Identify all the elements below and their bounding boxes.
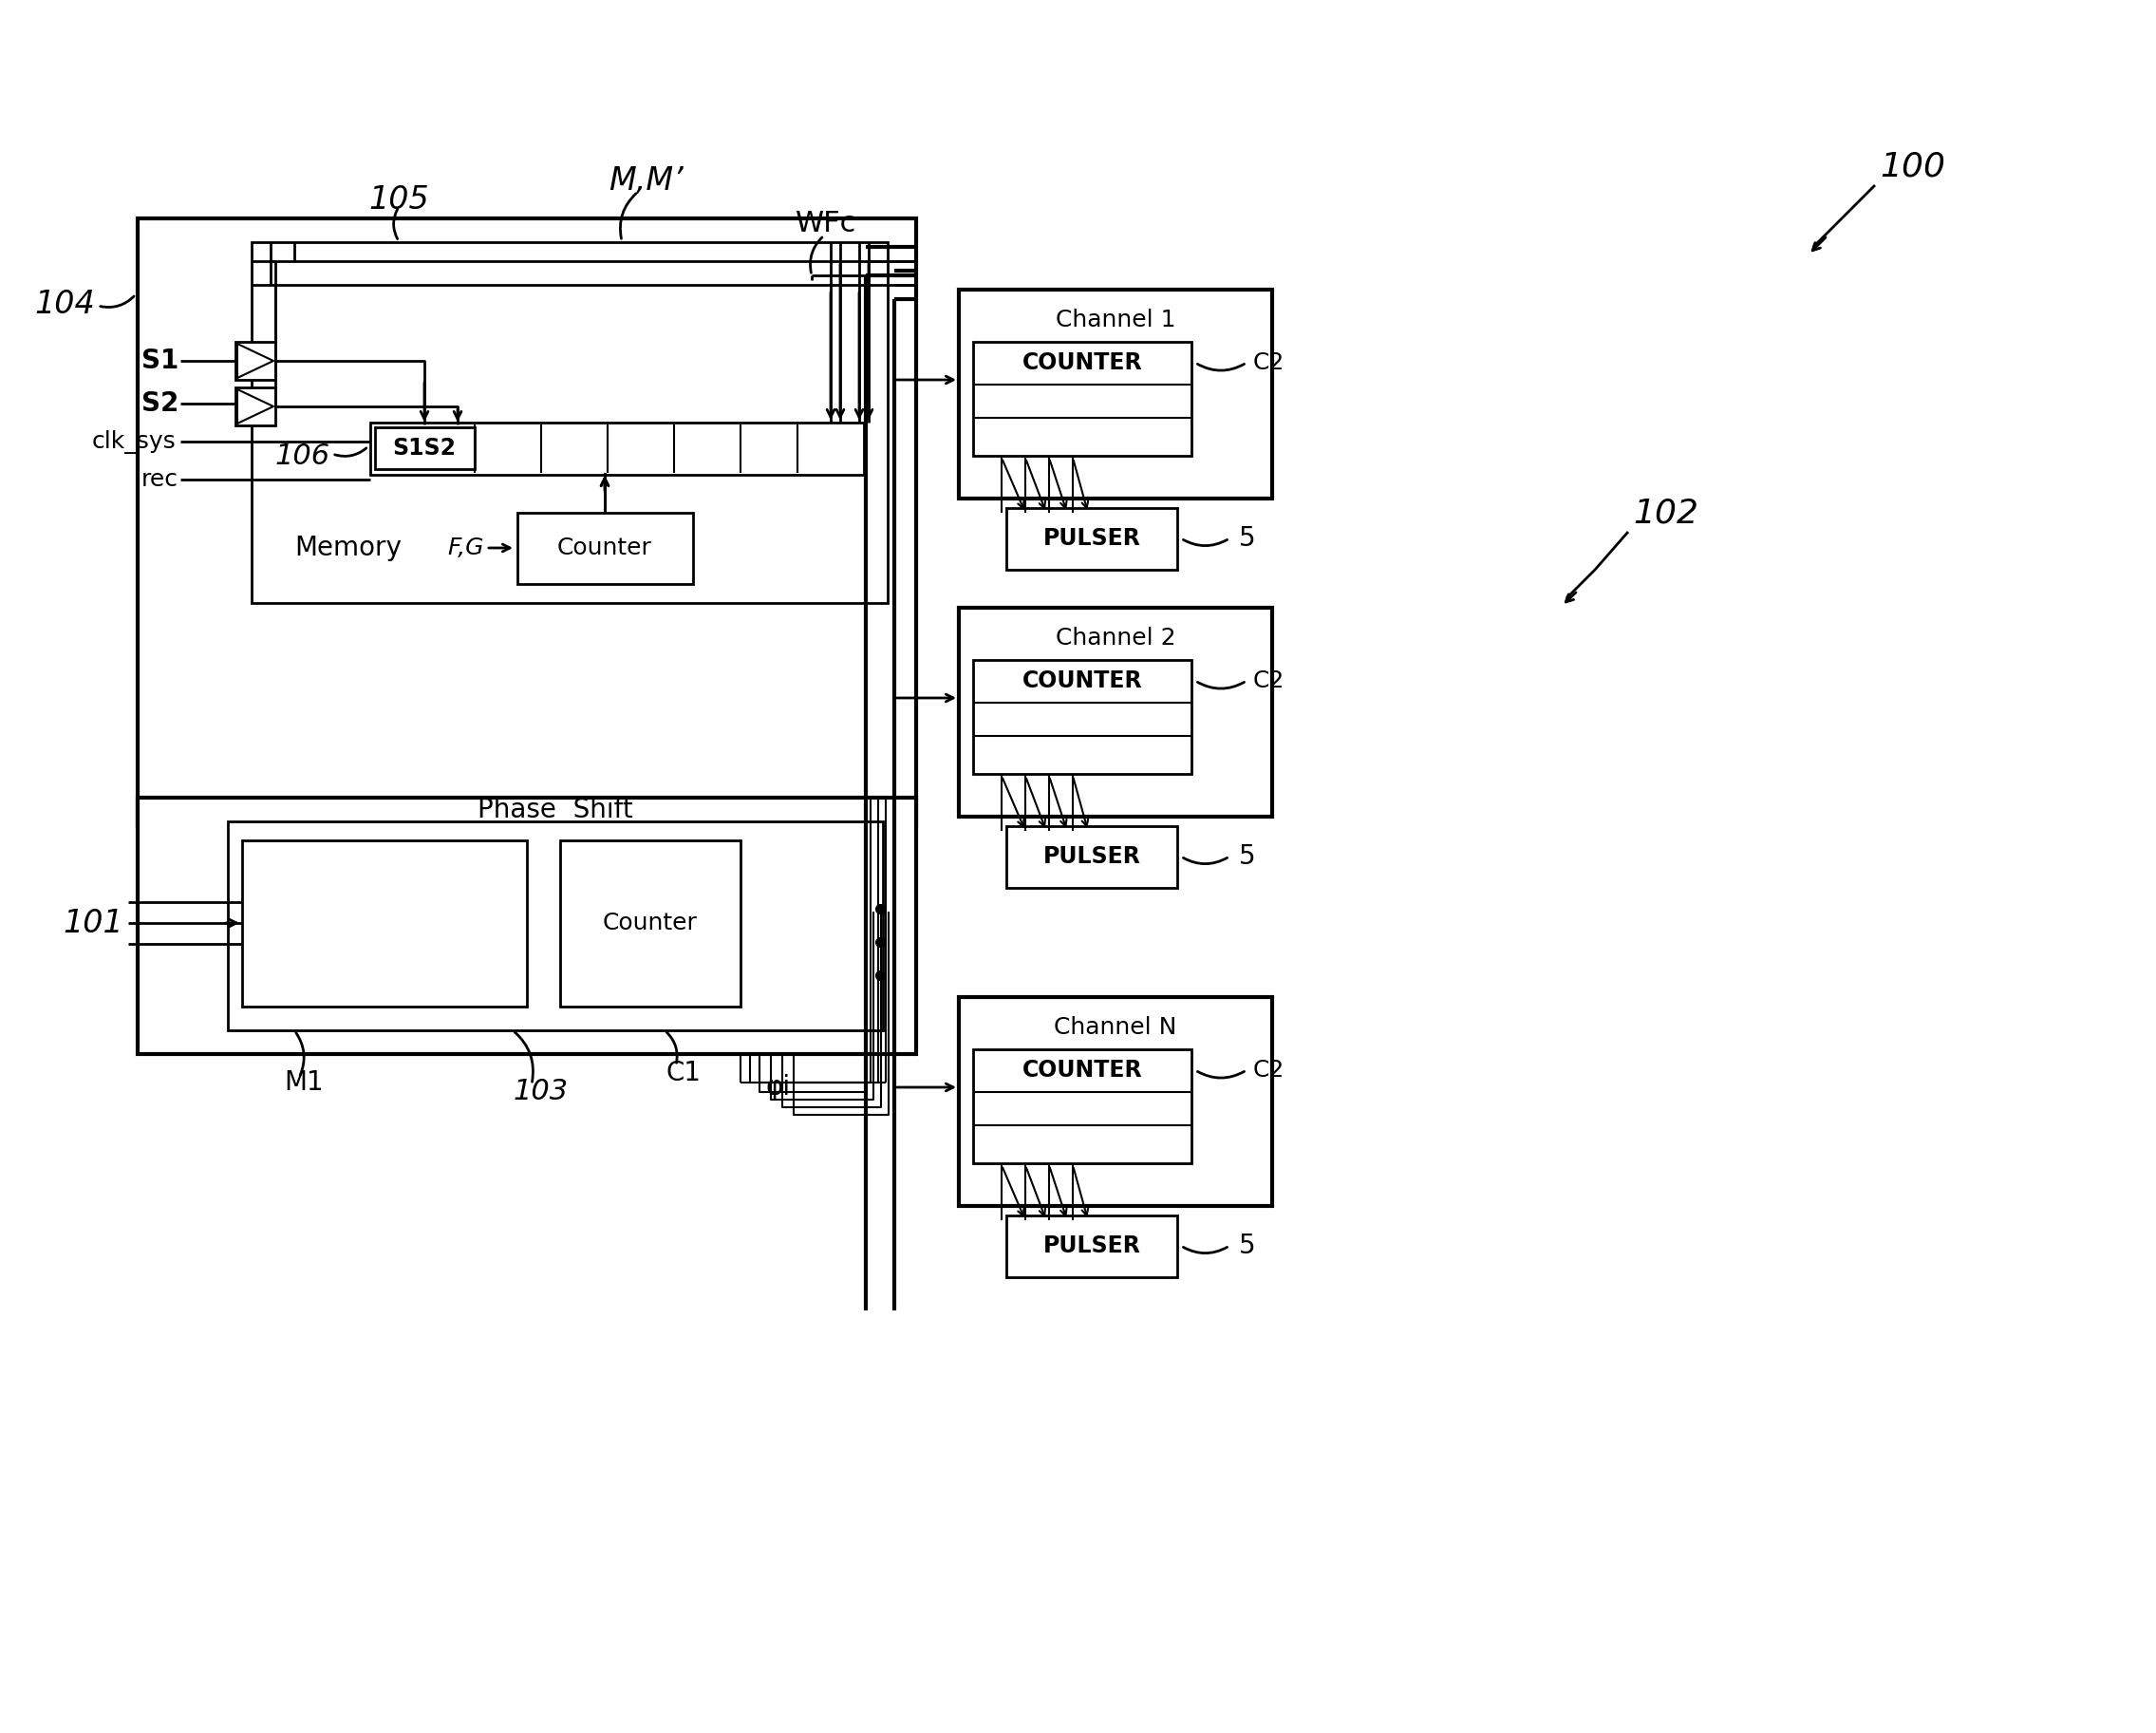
Text: 104: 104 [34,288,95,319]
Text: 105: 105 [369,184,429,215]
Text: COUNTER: COUNTER [1022,1059,1143,1081]
Text: 5: 5 [1240,844,1255,870]
Text: PULSER: PULSER [1044,846,1141,868]
Bar [229,821,884,1031]
Text: 103: 103 [513,1078,569,1106]
Text: PULSER: PULSER [1044,1234,1141,1256]
Text: 100: 100 [1880,151,1945,182]
Bar [972,1048,1192,1163]
Text: WFc: WFc [796,210,856,237]
Bar [1007,1215,1177,1277]
Bar [241,841,526,1007]
Bar [561,841,740,1007]
Text: 102: 102 [1632,497,1699,529]
Text: Memory: Memory [295,534,401,561]
Text: C1: C1 [666,1061,701,1087]
Text: Counter: Counter [558,537,651,560]
Bar [959,608,1272,816]
Text: PULSER: PULSER [1044,527,1141,549]
Bar [517,513,692,584]
Text: Channel 2: Channel 2 [1056,627,1175,650]
Text: clk_sys: clk_sys [91,430,175,454]
Bar [972,341,1192,456]
Text: Channel 1: Channel 1 [1056,308,1175,331]
Text: Counter: Counter [604,912,699,934]
Text: Channel N: Channel N [1054,1016,1177,1038]
Text: rec: rec [142,468,179,490]
Text: M1: M1 [285,1069,323,1095]
Polygon shape [237,390,274,423]
Text: M,M’: M,M’ [608,165,683,196]
Text: COUNTER: COUNTER [1022,669,1143,691]
Polygon shape [237,343,274,378]
Bar [375,428,474,470]
Text: COUNTER: COUNTER [1022,352,1143,374]
Text: S1: S1 [140,348,179,374]
Text: S2: S2 [140,390,179,418]
Text: 5: 5 [1240,525,1255,551]
Bar [235,341,276,380]
Bar [972,660,1192,775]
Text: 101: 101 [63,908,123,939]
Bar [138,797,916,1054]
Bar [138,218,916,827]
Bar [1007,508,1177,570]
Text: S1S2: S1S2 [392,437,457,459]
Text: φi: φi [765,1074,791,1100]
Text: Phase  Shift: Phase Shift [479,797,634,823]
Text: 106: 106 [276,442,330,470]
Bar [1007,827,1177,887]
Bar [959,996,1272,1206]
Text: 5: 5 [1240,1232,1255,1260]
Text: C2: C2 [1253,669,1285,691]
Bar [252,243,888,603]
Text: F,G: F,G [448,537,485,560]
Text: C2: C2 [1253,352,1285,374]
Bar [371,423,865,475]
Bar [235,388,276,425]
Bar [959,289,1272,499]
Text: C2: C2 [1253,1059,1285,1081]
